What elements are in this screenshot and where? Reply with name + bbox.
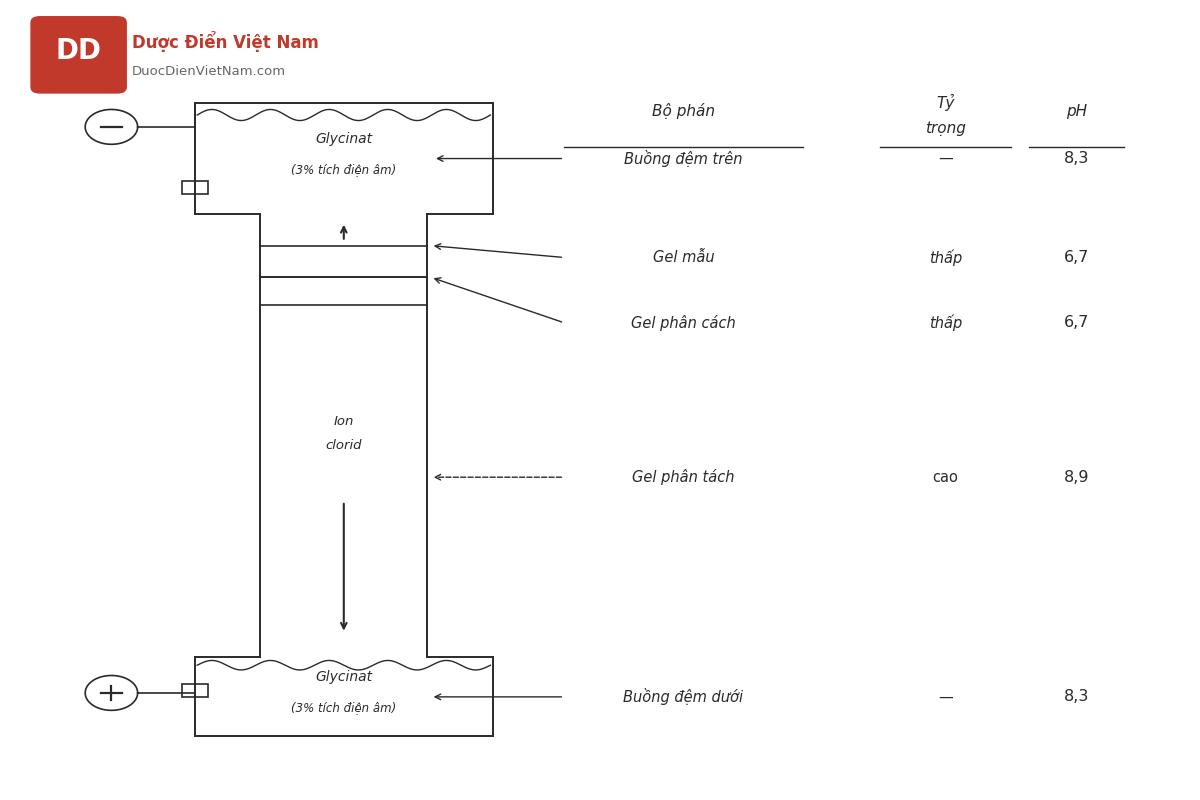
Text: Dược Điển Việt Nam: Dược Điển Việt Nam	[132, 31, 318, 52]
Text: thấp: thấp	[929, 314, 962, 331]
Text: Tỷ: Tỷ	[936, 94, 955, 111]
Text: 6,7: 6,7	[1064, 250, 1090, 265]
Text: cao: cao	[932, 470, 959, 485]
Bar	[260, 246, 427, 278]
Text: 6,7: 6,7	[1064, 315, 1090, 330]
Text: DD: DD	[55, 37, 102, 65]
Text: —: —	[938, 151, 953, 166]
Text: 8,3: 8,3	[1064, 151, 1090, 166]
Text: 8,3: 8,3	[1064, 690, 1090, 704]
FancyBboxPatch shape	[30, 16, 127, 94]
Text: (3% tích điện âm): (3% tích điện âm)	[292, 702, 396, 715]
Text: Buồng đệm trên: Buồng đệm trên	[624, 150, 743, 167]
Text: clorid: clorid	[325, 439, 362, 452]
Text: Buồng đệm dưới: Buồng đệm dưới	[623, 688, 744, 706]
Text: Gel phân tách: Gel phân tách	[632, 469, 734, 485]
Text: Gel mẫu: Gel mẫu	[653, 250, 714, 265]
Bar	[181, 684, 208, 697]
Text: 8,9: 8,9	[1064, 470, 1090, 485]
Text: pH: pH	[1066, 104, 1087, 119]
Text: Gel phân cách: Gel phân cách	[631, 315, 736, 331]
Text: Ion: Ion	[334, 415, 354, 428]
Text: DuocDienVietNam.com: DuocDienVietNam.com	[132, 65, 286, 78]
Bar	[181, 181, 208, 194]
Text: Glycinat: Glycinat	[316, 670, 372, 684]
Text: Bộ phán: Bộ phán	[652, 103, 715, 119]
Text: —: —	[938, 690, 953, 704]
Text: trọng: trọng	[925, 122, 966, 136]
Text: thấp: thấp	[929, 250, 962, 266]
Text: Glycinat: Glycinat	[316, 132, 372, 146]
Text: (3% tích điện âm): (3% tích điện âm)	[292, 164, 396, 177]
